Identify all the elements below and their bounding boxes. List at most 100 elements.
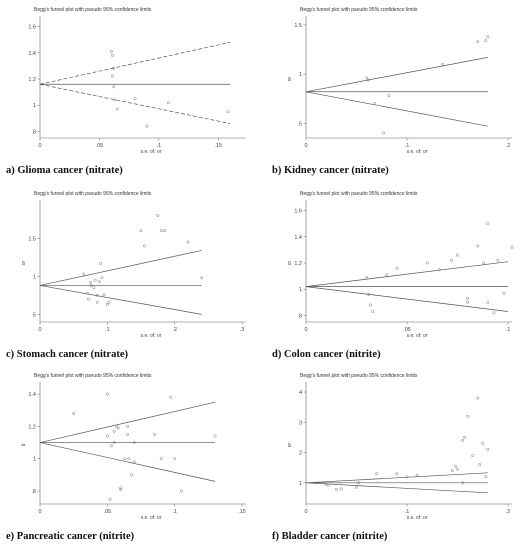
y-tick-label: 1.4 bbox=[294, 235, 302, 241]
y-tick-label: 1.5 bbox=[294, 23, 302, 29]
panel-b: Begg's funnel plot with pseudo 95% confi… bbox=[268, 4, 518, 182]
plot-title: Begg's funnel plot with pseudo 95% confi… bbox=[300, 7, 418, 13]
lower-confidence-limit bbox=[39, 83, 231, 124]
study-point bbox=[100, 276, 104, 280]
x-tick-label: 0 bbox=[38, 327, 41, 333]
study-point bbox=[119, 488, 123, 491]
study-point bbox=[466, 300, 470, 304]
study-point bbox=[375, 472, 379, 476]
study-point bbox=[440, 62, 444, 66]
study-point bbox=[395, 266, 399, 270]
study-point bbox=[130, 473, 134, 477]
study-point bbox=[109, 50, 113, 53]
plot-title: Begg's funnel plot with pseudo 95% confi… bbox=[34, 373, 152, 379]
study-point bbox=[369, 303, 373, 307]
study-point bbox=[163, 229, 167, 233]
panel-caption: e) Pancreatic cancer (nitrite) bbox=[6, 531, 135, 542]
upper-confidence-limit bbox=[305, 57, 488, 93]
funnel-plot-svg: Begg's funnel plot with pseudo 95% confi… bbox=[21, 373, 246, 521]
study-point bbox=[156, 213, 160, 217]
study-point bbox=[123, 457, 127, 461]
panel-caption: b) Kidney cancer (nitrate) bbox=[272, 165, 389, 176]
x-tick-label: .05 bbox=[403, 327, 411, 333]
funnel-plot-svg: Begg's funnel plot with pseudo 95% confi… bbox=[287, 373, 512, 521]
study-point bbox=[112, 441, 116, 445]
study-point bbox=[367, 293, 371, 296]
study-point bbox=[95, 293, 99, 297]
x-tick-label: 0 bbox=[38, 143, 41, 149]
x-axis-label: s.e. of: or bbox=[407, 515, 428, 521]
y-tick-label: .5 bbox=[31, 312, 36, 318]
study-point bbox=[385, 273, 389, 277]
study-point bbox=[107, 300, 111, 304]
study-point bbox=[105, 303, 109, 306]
lower-confidence-limit bbox=[305, 91, 488, 127]
study-point bbox=[326, 483, 330, 487]
study-point bbox=[105, 392, 109, 396]
study-point bbox=[126, 433, 129, 436]
study-point bbox=[484, 39, 488, 43]
y-tick-label: 3 bbox=[299, 420, 302, 426]
y-tick-label: .5 bbox=[297, 121, 302, 127]
y-tick-label: 1.2 bbox=[28, 424, 36, 430]
x-axis-label: s.e. of: or bbox=[141, 515, 162, 521]
y-axis-label: b bbox=[21, 443, 27, 446]
study-point bbox=[166, 101, 170, 105]
study-point bbox=[461, 481, 465, 485]
study-point bbox=[226, 110, 230, 114]
study-point bbox=[415, 473, 419, 477]
study-point bbox=[486, 222, 490, 226]
study-point bbox=[102, 293, 106, 297]
study-point bbox=[373, 102, 377, 106]
study-point bbox=[339, 487, 343, 491]
study-point bbox=[173, 457, 177, 461]
study-point bbox=[478, 463, 482, 467]
x-tick-label: .15 bbox=[214, 143, 222, 149]
study-point bbox=[456, 467, 459, 471]
study-point bbox=[486, 448, 490, 451]
y-tick-label: 2 bbox=[299, 451, 302, 457]
funnel-plot-svg: Begg's funnel plot with pseudo 95% confi… bbox=[28, 7, 246, 155]
study-point bbox=[405, 475, 409, 479]
y-tick-label: 1 bbox=[299, 481, 302, 487]
study-point bbox=[463, 435, 467, 439]
x-tick-label: .2 bbox=[506, 509, 511, 515]
study-point bbox=[105, 434, 109, 438]
x-tick-label: .1 bbox=[506, 327, 511, 333]
y-tick-label: 1 bbox=[33, 103, 36, 109]
study-point bbox=[72, 412, 76, 415]
study-point bbox=[89, 280, 92, 284]
study-point bbox=[99, 261, 103, 265]
plot-title: Begg's funnel plot with pseudo 95% confi… bbox=[34, 191, 152, 197]
study-point bbox=[471, 454, 475, 458]
y-axis-label: or bbox=[21, 260, 27, 265]
study-point bbox=[132, 460, 136, 464]
x-tick-label: 0 bbox=[304, 143, 307, 149]
y-tick-label: 1.2 bbox=[28, 77, 36, 83]
plot-title: Begg's funnel plot with pseudo 95% confi… bbox=[300, 191, 418, 197]
study-point bbox=[113, 98, 117, 102]
study-point bbox=[357, 481, 360, 485]
y-tick-label: .8 bbox=[297, 313, 302, 319]
x-tick-label: .2 bbox=[506, 143, 511, 149]
panel-caption: f) Bladder cancer (nitrite) bbox=[272, 531, 388, 542]
study-point bbox=[200, 276, 204, 280]
lower-confidence-limit bbox=[39, 285, 202, 315]
x-axis-label: s.e. of: or bbox=[407, 333, 428, 339]
study-point bbox=[112, 85, 116, 89]
x-tick-label: .1 bbox=[172, 509, 177, 515]
study-point bbox=[116, 426, 120, 430]
study-point bbox=[451, 469, 454, 473]
study-point bbox=[153, 433, 156, 436]
study-point bbox=[159, 229, 163, 233]
study-point bbox=[213, 434, 217, 438]
study-point bbox=[109, 444, 113, 448]
y-tick-label: 1.5 bbox=[28, 236, 36, 242]
x-axis-label: s.e. of: or bbox=[407, 149, 428, 155]
study-point bbox=[496, 258, 500, 262]
study-point bbox=[502, 291, 506, 295]
study-point bbox=[484, 475, 488, 479]
study-point bbox=[510, 245, 514, 249]
study-point bbox=[112, 67, 116, 70]
study-point bbox=[476, 244, 480, 248]
